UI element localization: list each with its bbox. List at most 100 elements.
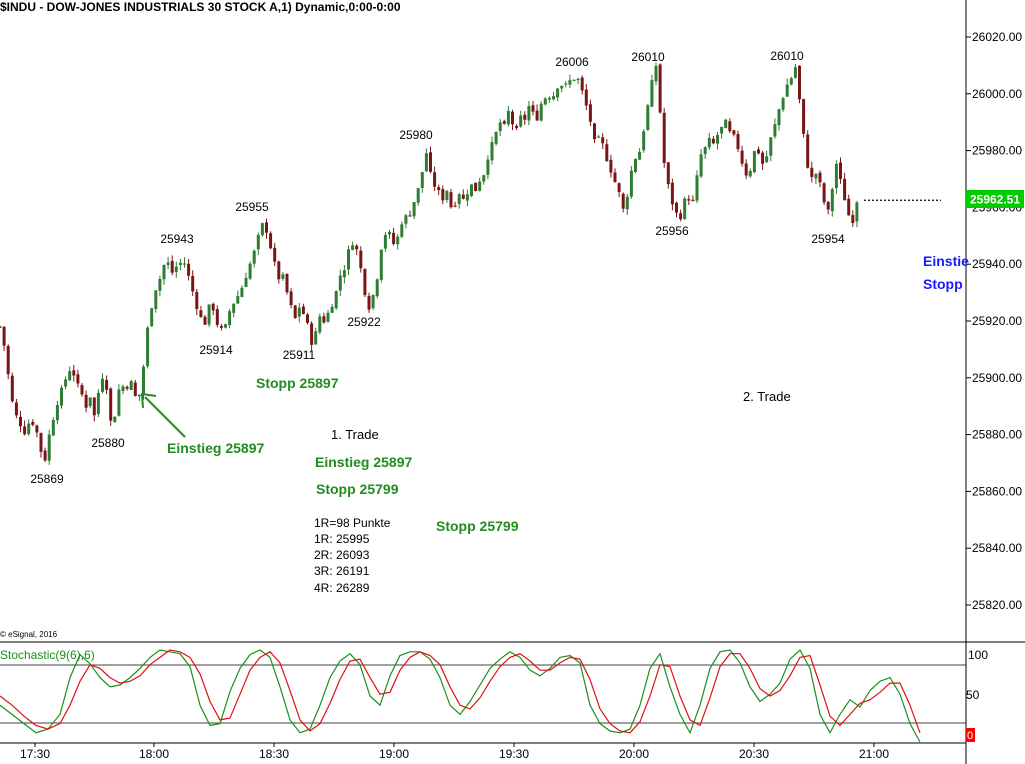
candle-body xyxy=(248,263,252,279)
entry-arrow-icon xyxy=(140,392,186,438)
r-title: 1R=98 Punkte xyxy=(314,516,391,530)
candle-body xyxy=(326,312,330,322)
candle-body xyxy=(445,190,449,200)
candle-body xyxy=(752,150,756,173)
time-tick-label: 20:00 xyxy=(619,747,649,761)
candle-body xyxy=(609,159,613,173)
stop-label-top: Stopp 25897 xyxy=(256,375,339,391)
candle-body xyxy=(47,434,51,461)
candle-body xyxy=(211,303,215,311)
candle-body xyxy=(572,79,576,81)
candle-body xyxy=(383,234,387,249)
candle-body xyxy=(27,423,31,435)
candle-body xyxy=(535,110,539,121)
candle-body xyxy=(638,151,642,160)
candle-body xyxy=(55,405,59,421)
candle-body xyxy=(400,224,404,237)
candle-body xyxy=(306,314,309,323)
candle-body xyxy=(461,194,465,199)
candle-body xyxy=(289,291,293,306)
candle-body xyxy=(240,287,244,297)
candle-body xyxy=(35,425,39,433)
swing-label: 25980 xyxy=(399,128,433,142)
candle-body xyxy=(761,152,765,164)
candle-body xyxy=(2,326,6,346)
candle-body xyxy=(408,215,412,217)
candle-body xyxy=(273,247,277,262)
swing-label: 25955 xyxy=(235,200,269,214)
candle-body xyxy=(441,189,445,201)
r4-level: 4R: 26289 xyxy=(314,581,370,595)
candle-body xyxy=(650,80,654,107)
entry-label-first: Einstieg 25897 xyxy=(167,440,264,456)
candle-body xyxy=(310,323,314,345)
candle-body xyxy=(429,152,432,172)
candle-body xyxy=(506,110,510,125)
chart-title: $INDU - DOW-JONES INDUSTRIALS 30 STOCK A… xyxy=(0,0,401,14)
candle-body xyxy=(39,432,43,452)
candle-body xyxy=(793,67,797,78)
candle-body xyxy=(798,65,801,100)
candle-body xyxy=(76,374,80,384)
candle-body xyxy=(195,291,199,310)
swing-label: 26010 xyxy=(770,49,804,63)
candle-body xyxy=(716,135,719,144)
candle-body xyxy=(117,389,121,416)
candle-body xyxy=(814,173,818,179)
candle-body xyxy=(547,97,551,100)
time-tick-label: 19:30 xyxy=(499,747,529,761)
candle-body xyxy=(363,269,367,296)
candle-body xyxy=(658,64,662,113)
candle-body xyxy=(834,163,838,189)
candle-body xyxy=(64,379,68,387)
candle-body xyxy=(576,78,580,81)
last-price-badge xyxy=(966,190,1024,208)
candle-body xyxy=(80,385,84,395)
candle-body xyxy=(60,387,63,406)
candle-body xyxy=(260,223,264,236)
candle-body xyxy=(219,326,223,328)
price-tick-label: 26020.00 xyxy=(972,30,1022,44)
price-tick-label: 25900.00 xyxy=(972,371,1022,385)
candle-body xyxy=(113,416,117,423)
candle-body xyxy=(158,279,162,291)
time-axis: 17:30 18:00 18:30 19:00 19:30 20:00 20:30 21:00 xyxy=(20,743,889,761)
candle-body xyxy=(293,305,297,319)
candle-body xyxy=(392,232,396,244)
candle-body xyxy=(494,131,498,144)
swing-labels: 25869 25880 25943 25914 25955 25911 25922 25980… xyxy=(30,49,845,486)
candle-body xyxy=(666,162,670,185)
swing-label: 25869 xyxy=(30,472,64,486)
candle-body xyxy=(781,98,785,110)
candle-body xyxy=(412,202,416,217)
candle-body xyxy=(351,245,355,250)
trade1-stop: Stopp 25799 xyxy=(316,481,399,497)
candle-body xyxy=(707,137,711,148)
candle-body xyxy=(519,115,523,127)
candle-body xyxy=(748,170,752,177)
candle-body xyxy=(687,199,691,201)
stoch-level-100: 100 xyxy=(968,648,988,662)
candle-body xyxy=(424,153,428,172)
candle-body xyxy=(232,303,236,313)
candle-body xyxy=(396,236,400,245)
candle-body xyxy=(621,193,625,209)
candle-body xyxy=(498,122,502,132)
trade1-entry: Einstieg 25897 xyxy=(315,454,412,470)
candle-body xyxy=(720,126,724,134)
candle-body xyxy=(252,250,256,264)
candle-body xyxy=(597,136,601,138)
candle-body xyxy=(683,198,687,219)
candle-body xyxy=(593,123,596,140)
candle-body xyxy=(101,378,104,392)
candle-body xyxy=(802,98,806,134)
candle-body xyxy=(162,264,166,280)
candle-body xyxy=(847,198,851,216)
candle-body xyxy=(388,231,391,235)
trade1-title: 1. Trade xyxy=(331,427,379,442)
candle-body xyxy=(543,98,547,105)
swing-label: 25943 xyxy=(160,232,194,246)
copyright: © eSignal, 2016 xyxy=(0,630,58,639)
last-price-text: 25962.51 xyxy=(970,193,1020,207)
candle-body xyxy=(72,370,76,376)
